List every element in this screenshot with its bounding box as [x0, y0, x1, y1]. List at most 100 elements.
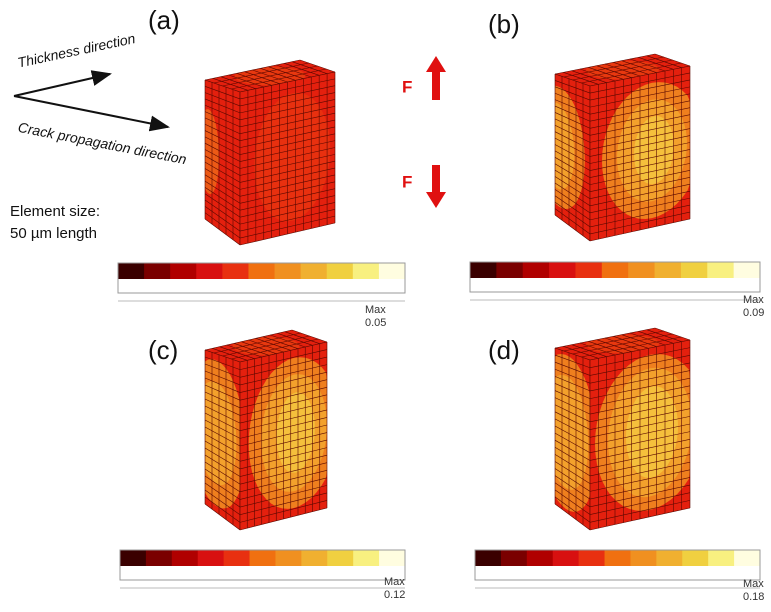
- colorbar-swatch: [734, 550, 761, 566]
- mesh-line: [554, 361, 591, 376]
- mesh-line: [589, 79, 691, 101]
- mesh-line: [589, 183, 691, 207]
- mesh-line: [581, 62, 682, 84]
- mesh-line: [204, 454, 241, 477]
- mesh-face: [204, 79, 241, 246]
- mesh-line: [589, 500, 691, 523]
- colorbar-swatch: [145, 550, 173, 566]
- mesh-face: [554, 73, 591, 242]
- mesh-line: [554, 189, 591, 214]
- mesh-line: [554, 86, 591, 101]
- mesh-line: [239, 356, 328, 378]
- mesh-face: [554, 53, 691, 87]
- mesh-line: [239, 174, 336, 197]
- mesh-line: [204, 111, 241, 128]
- colorbar-swatch: [120, 550, 147, 566]
- mesh-line: [204, 92, 241, 107]
- mesh-line: [222, 335, 310, 357]
- mesh-line: [589, 163, 691, 185]
- mesh-line: [239, 106, 336, 128]
- colorbar-swatch: [604, 550, 631, 566]
- mesh-line: [231, 338, 319, 360]
- mesh-line: [222, 65, 318, 87]
- mesh-line: [554, 73, 591, 87]
- mesh-line: [213, 62, 309, 84]
- mesh-line: [239, 222, 336, 246]
- colorbar-swatch: [630, 550, 657, 566]
- mesh-line: [239, 119, 336, 141]
- panel-label: (b): [488, 9, 520, 39]
- mesh-line: [231, 68, 327, 90]
- mesh-line: [554, 354, 591, 369]
- mesh-line: [589, 354, 691, 376]
- max-value: 0.18: [743, 591, 764, 603]
- mesh-line: [239, 341, 328, 363]
- mesh-line: [204, 117, 241, 135]
- mesh-line: [204, 130, 241, 148]
- colorbar-swatch: [197, 550, 225, 566]
- mesh-line: [563, 56, 664, 78]
- mesh-line: [589, 107, 691, 129]
- mesh-face: [589, 65, 691, 242]
- mesh-line: [239, 371, 328, 393]
- mesh-line: [554, 425, 591, 446]
- colorbar-swatch: [352, 263, 380, 279]
- max-value: 0.12: [384, 589, 405, 601]
- max-value: 0.05: [365, 317, 386, 329]
- mesh-line: [239, 439, 328, 462]
- colorbar-swatch: [249, 550, 276, 566]
- mesh-line: [554, 125, 591, 143]
- mesh-line: [204, 212, 241, 239]
- mesh-line: [554, 489, 591, 515]
- mesh-line: [589, 484, 691, 508]
- force-label: F: [402, 172, 412, 191]
- mesh-line: [204, 426, 241, 447]
- mesh-line: [554, 182, 591, 207]
- mesh-line: [589, 492, 691, 515]
- mesh-face: [239, 71, 336, 246]
- mesh-line: [589, 100, 691, 122]
- mesh-line: [204, 149, 241, 169]
- colorbar-swatch: [170, 263, 197, 279]
- mesh-line: [239, 202, 336, 225]
- mesh-line: [589, 416, 691, 438]
- colorbar-swatch: [274, 263, 302, 279]
- crack-arrow: [13, 95, 170, 132]
- mesh-line: [554, 201, 591, 228]
- colorbar-swatch: [500, 550, 528, 566]
- mesh-line: [554, 214, 591, 242]
- mesh-line: [589, 86, 691, 108]
- mesh-line: [204, 218, 241, 246]
- mesh-line: [554, 92, 591, 108]
- thickness-label: Thickness direction: [16, 30, 137, 71]
- colorbar-swatch: [326, 263, 354, 279]
- colorbar-swatch: [327, 550, 354, 566]
- mesh-line: [204, 475, 241, 500]
- element-size: Element size:: [10, 203, 100, 220]
- mesh-line: [554, 454, 591, 477]
- mesh-line: [239, 71, 336, 93]
- colorbar-frame: [469, 261, 761, 293]
- mesh-line: [204, 447, 241, 470]
- mesh-line: [589, 461, 691, 484]
- mesh-line: [239, 188, 336, 211]
- mesh-line: [204, 59, 301, 81]
- colorbar-swatch: [682, 550, 709, 566]
- element-length: 50 µm length: [10, 225, 97, 242]
- mesh-line: [589, 197, 691, 221]
- mesh-line: [589, 156, 691, 178]
- mesh-line: [589, 507, 691, 531]
- max-label: Max: [365, 304, 386, 316]
- mesh-line: [204, 440, 241, 462]
- mesh-line: [554, 150, 591, 171]
- colorbar-swatch: [496, 262, 524, 278]
- stress-zone: [555, 374, 589, 490]
- mesh-line: [554, 105, 591, 122]
- colorbar-swatch: [680, 262, 708, 278]
- mesh-line: [204, 377, 241, 393]
- mesh-line: [204, 168, 241, 190]
- colorbar-swatch: [475, 550, 502, 566]
- mesh-line: [204, 142, 241, 162]
- mesh-line: [554, 404, 591, 423]
- mesh-line: [239, 447, 328, 470]
